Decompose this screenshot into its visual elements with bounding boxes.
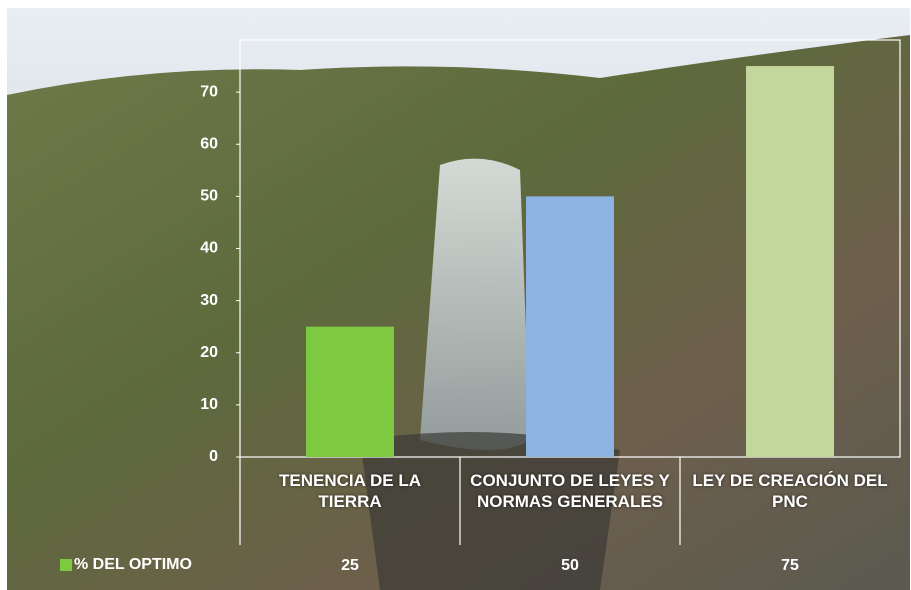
- bar: [306, 326, 394, 457]
- data-table-lines: [239, 457, 681, 545]
- y-tick-label: 30: [200, 292, 218, 309]
- x-tick-label: LEY DE CREACIÓN DEL PNC: [692, 471, 888, 511]
- y-tick-label: 20: [200, 344, 218, 361]
- data-table-value: 25: [341, 557, 359, 574]
- y-tick-label: 50: [200, 188, 218, 205]
- photo-waterfall: [420, 158, 530, 451]
- y-tick-label: 40: [200, 240, 218, 257]
- y-tick-label: 10: [200, 396, 218, 413]
- y-tick-label: 70: [200, 83, 218, 100]
- data-table-value: 50: [561, 557, 579, 574]
- y-tick-label: 60: [200, 135, 218, 152]
- x-tick-label: TENENCIA DE LA TIERRA: [279, 471, 421, 511]
- x-tick-label: CONJUNTO DE LEYES Y NORMAS GENERALES: [470, 471, 670, 511]
- photo-stream: [360, 432, 620, 590]
- bar: [746, 66, 834, 457]
- bar: [526, 196, 614, 457]
- legend-label: % DEL OPTIMO: [74, 556, 192, 573]
- data-table-value: 75: [781, 557, 799, 574]
- y-tick-label: 0: [209, 448, 218, 465]
- legend-swatch: [60, 559, 72, 571]
